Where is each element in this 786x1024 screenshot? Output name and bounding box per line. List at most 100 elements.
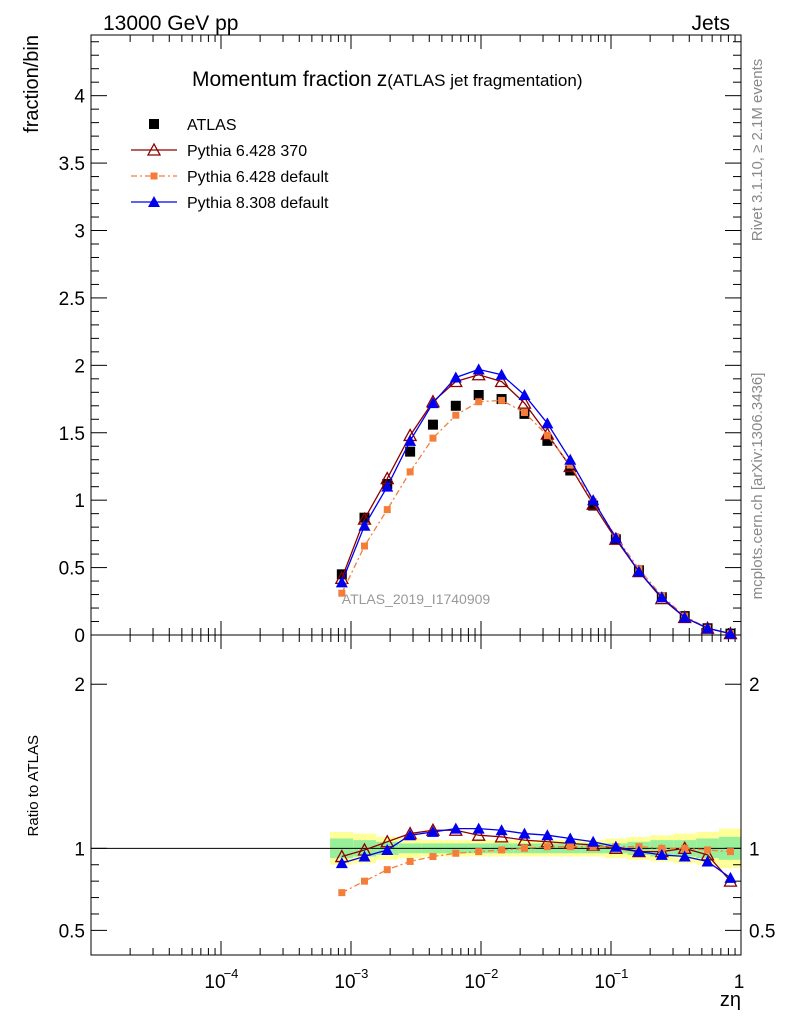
data-point [565, 465, 576, 476]
data-point [335, 576, 348, 588]
legend-label: Pythia 6.428 370 [187, 143, 307, 160]
data-point [381, 843, 394, 855]
x-tick-label: 10 [594, 972, 615, 993]
data-point [678, 850, 691, 862]
data-point [678, 611, 691, 623]
title-suffix: (ATLAS jet fragmentation) [387, 71, 582, 90]
x-tick-exponent: −2 [484, 966, 499, 981]
legend-entry-2: Pythia 6.428 default [131, 169, 329, 186]
y-tick-label: 1 [74, 491, 85, 512]
legend: ATLAS Pythia 6.428 370 Pythia 6.428 defaul… [131, 117, 329, 212]
data-point [518, 827, 531, 839]
ratio-tick-label: 2 [74, 675, 85, 696]
data-point [358, 850, 371, 862]
x-tick-exponent: −3 [354, 966, 369, 981]
data-point [383, 506, 391, 514]
data-point [498, 846, 506, 854]
y-tick-label: 3.5 [59, 154, 85, 175]
y-axis-label: fraction/bin [21, 35, 43, 133]
x-tick-label: 10 [204, 972, 225, 993]
data-series [334, 363, 738, 897]
data-point [148, 196, 160, 207]
data-point [429, 853, 437, 861]
data-point [450, 400, 461, 411]
data-point [609, 840, 622, 852]
data-point [543, 431, 551, 439]
data-point [426, 825, 439, 837]
data-point [406, 468, 414, 476]
data-point [587, 494, 600, 506]
data-point [564, 832, 577, 844]
data-point [146, 142, 162, 156]
x-tick-label: 10 [464, 972, 485, 993]
data-point [543, 843, 551, 851]
ratio-line [341, 846, 731, 894]
data-point [566, 843, 574, 851]
data-point [404, 829, 417, 841]
data-point [498, 396, 506, 404]
legend-entry-3: Pythia 8.308 default [131, 195, 329, 212]
data-point [655, 848, 668, 860]
data-point [404, 434, 417, 446]
data-point [335, 857, 348, 869]
data-point [359, 512, 370, 523]
legend-entry-1: Pythia 6.428 370 [131, 142, 307, 160]
title-symbol: z [377, 68, 388, 91]
data-point [405, 446, 416, 457]
ratio-tick-label: 0.5 [59, 921, 85, 942]
data-point [338, 589, 346, 597]
data-point [588, 500, 599, 511]
legend-label: ATLAS [187, 117, 237, 134]
x-tick-exponent: −4 [224, 966, 239, 981]
data-point [632, 565, 645, 577]
x-tick-label: 10 [334, 972, 355, 993]
x-tick-exponent: −1 [614, 966, 629, 981]
data-point [495, 824, 508, 836]
data-point [564, 453, 577, 465]
data-point [655, 591, 668, 603]
collision-label: 13000 GeV pp [103, 12, 238, 35]
data-point [336, 569, 347, 580]
data-point [475, 398, 483, 406]
y-tick-label: 3 [74, 222, 85, 243]
data-point [360, 542, 368, 550]
data-point [520, 409, 528, 417]
ratio-tick-label-right: 2 [749, 675, 760, 696]
ratio-tick-label-right: 0.5 [749, 921, 775, 942]
ratio-tick-label: 1 [74, 839, 85, 860]
legend-label: Pythia 8.308 default [187, 195, 329, 212]
data-point [449, 822, 462, 834]
data-point [149, 119, 159, 129]
y-tick-label: 2.5 [59, 289, 85, 310]
x-axis-label: zη [720, 989, 741, 1011]
data-point [429, 434, 437, 442]
data-point [518, 389, 531, 400]
axes: 10−4 10−3 10−2 10−1 100.511.522.533.540.5 0.5… [59, 34, 775, 993]
data-point [358, 519, 371, 531]
x-tick-label: 1 [734, 972, 745, 993]
data-point [541, 417, 554, 429]
data-point [541, 829, 554, 841]
y-tick-label: 1.5 [59, 424, 85, 445]
analysis-watermark: ATLAS_2019_I1740909 [342, 591, 491, 607]
data-point [724, 871, 737, 883]
data-point [566, 461, 574, 469]
data-point [495, 368, 508, 380]
data-point [701, 622, 714, 634]
data-point [475, 848, 483, 856]
y-tick-label: 0.5 [59, 559, 85, 580]
ratio-frame [90, 634, 742, 956]
source-label: mcplots.cern.ch [arXiv:1306.3436] [749, 373, 766, 600]
ratio-tick-label-right: 1 [749, 839, 760, 860]
data-point [472, 363, 485, 375]
series-3 [335, 363, 737, 639]
data-point [360, 877, 368, 885]
data-point [449, 371, 462, 383]
data-point [338, 889, 346, 897]
data-point [452, 411, 460, 419]
data-point [406, 857, 414, 865]
data-point [726, 848, 734, 856]
data-point [473, 390, 484, 400]
